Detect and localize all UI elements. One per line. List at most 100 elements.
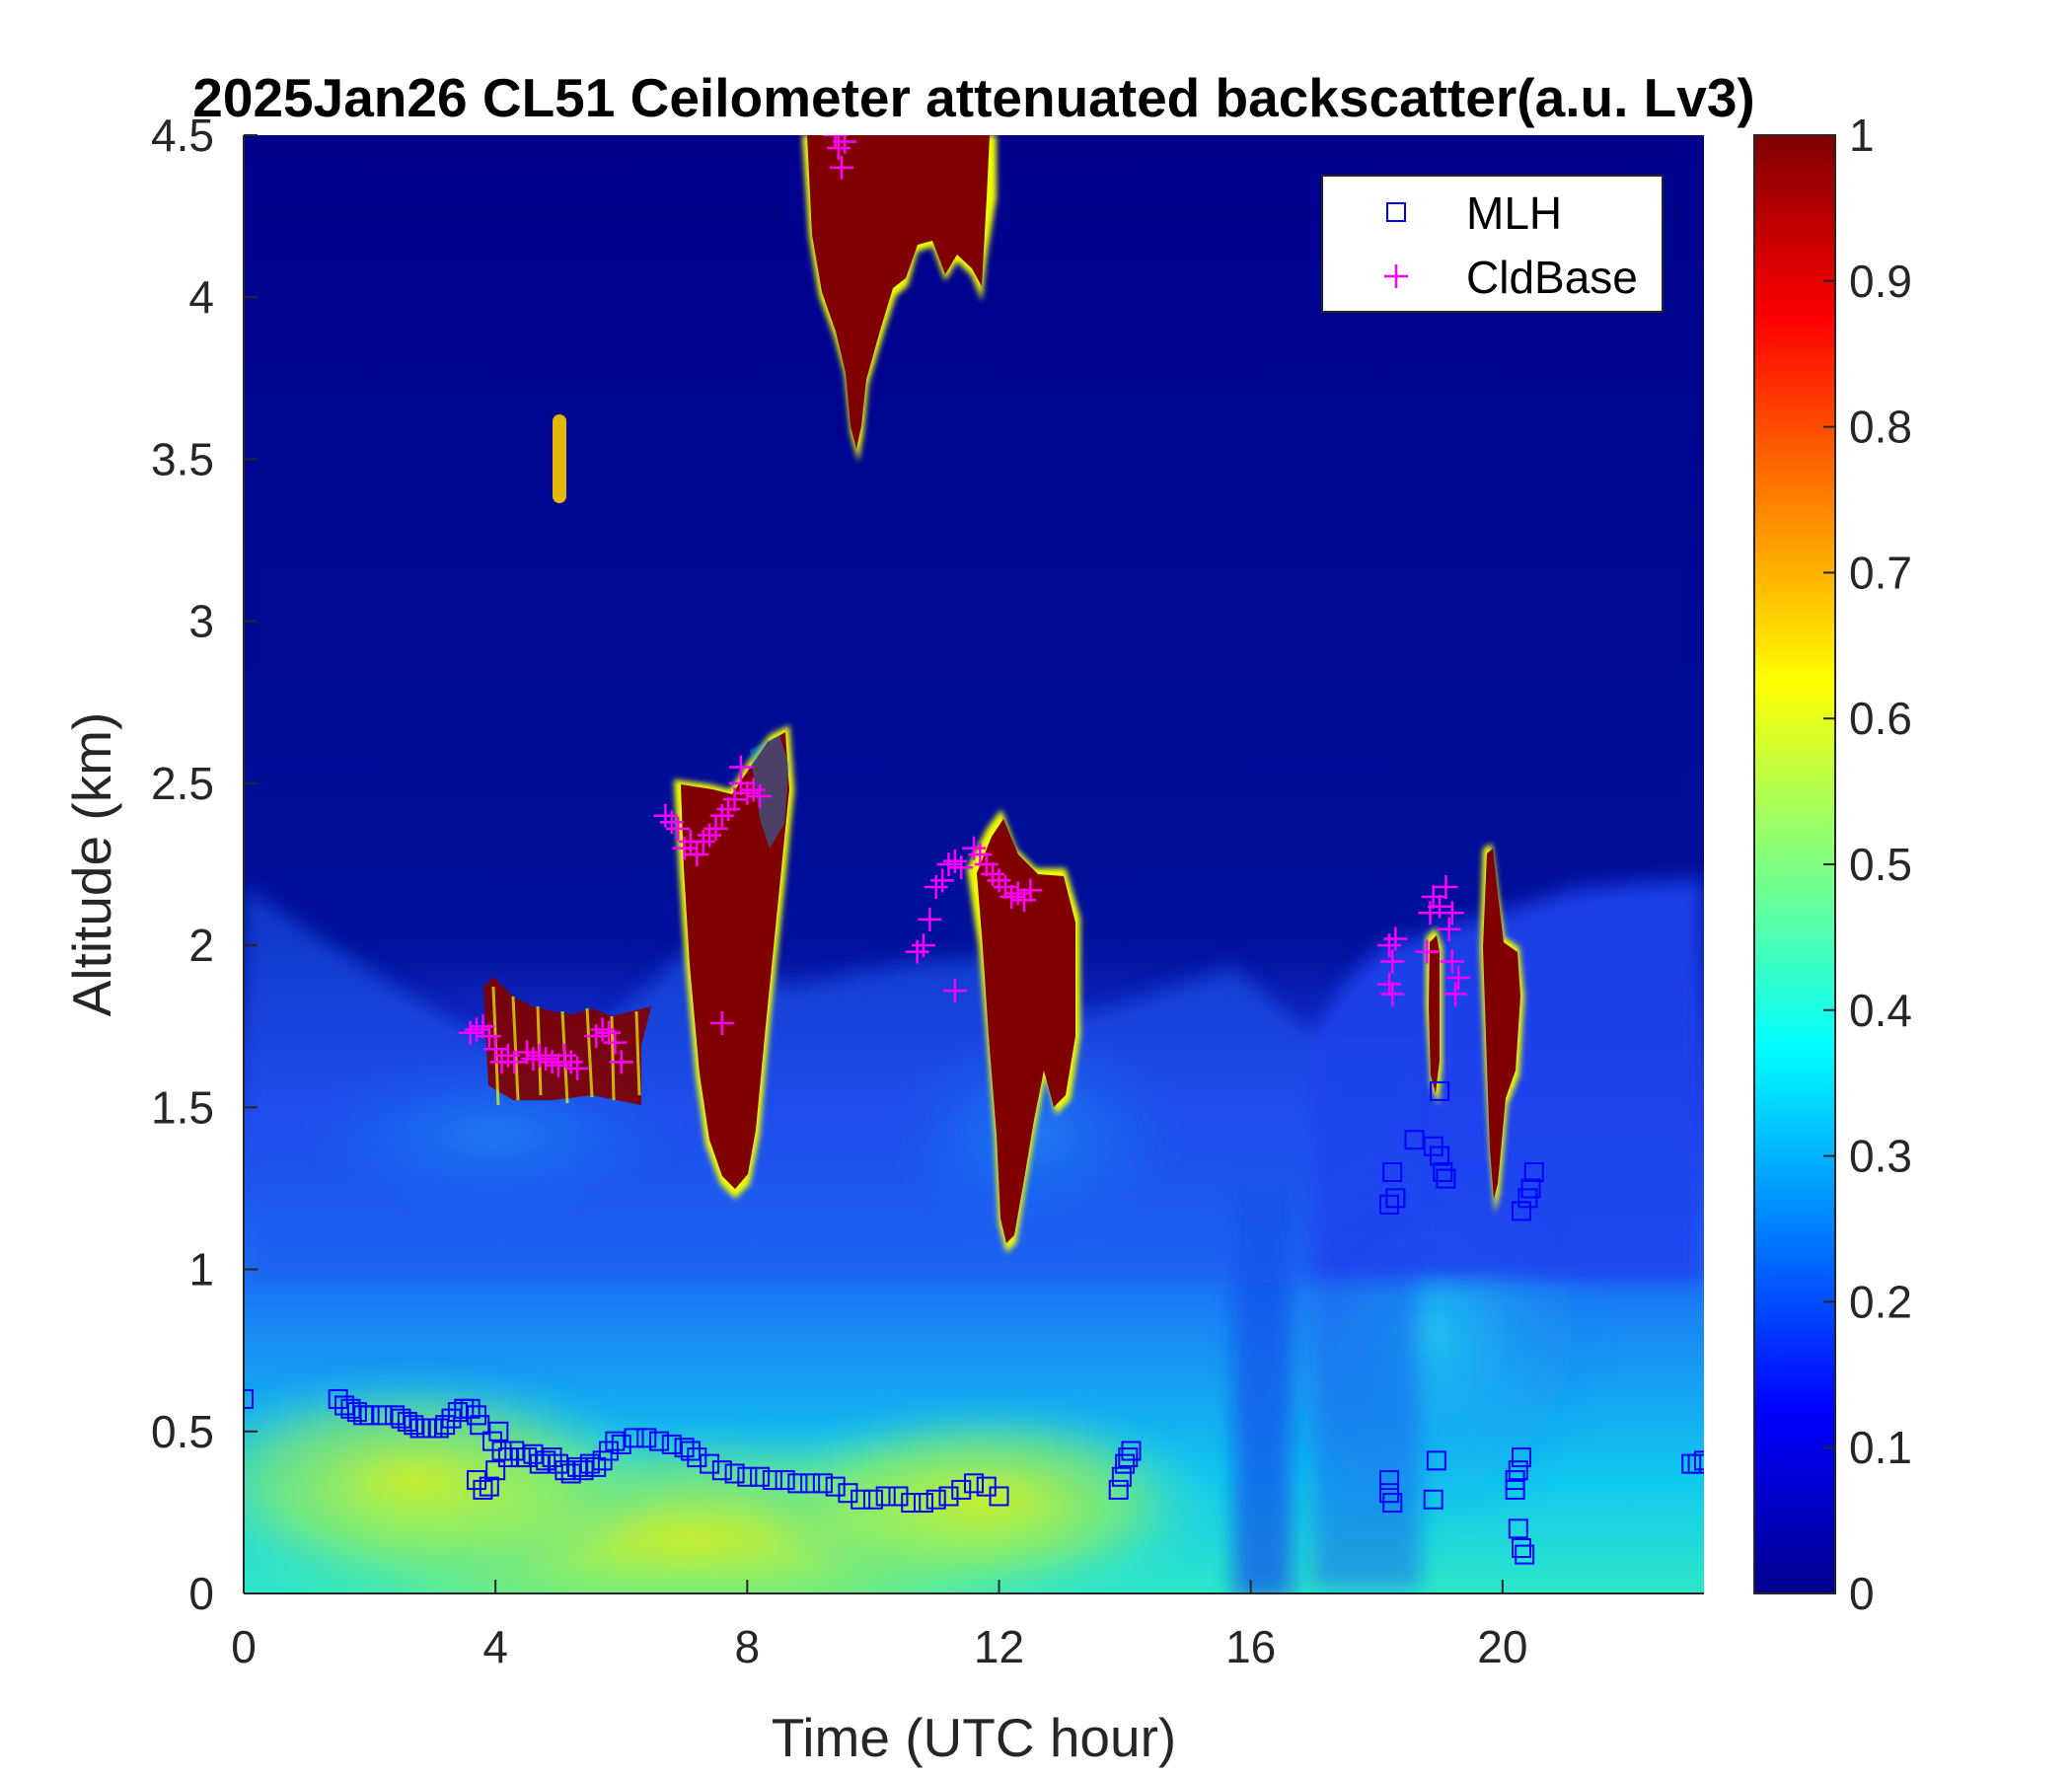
cldbase-marker xyxy=(698,823,722,848)
mlh-marker xyxy=(346,1402,367,1423)
cldbase-marker xyxy=(1377,972,1402,997)
mlh-marker xyxy=(838,1483,858,1504)
cldbase-marker xyxy=(527,1043,552,1068)
y-ticks: 0 0.5 1 1.5 2 2.5 3 3.5 4 4.5 xyxy=(151,110,258,1619)
mlh-marker xyxy=(359,1405,380,1426)
colorbar-tick-label: 0.3 xyxy=(1849,1131,1912,1182)
cldbase-marker xyxy=(741,777,766,802)
colorbar-tick-label: 0.7 xyxy=(1849,547,1912,598)
mlh-marker xyxy=(888,1486,909,1507)
cldbase-marker xyxy=(1383,926,1408,951)
cldbase-marker xyxy=(833,135,857,154)
mlh-marker xyxy=(661,1434,682,1454)
aerosol-blob xyxy=(553,414,566,503)
mlh-marker xyxy=(605,1431,626,1451)
mlh-marker xyxy=(1108,1479,1129,1500)
colorbar-tick-label: 0.5 xyxy=(1849,839,1912,890)
mlh-marker xyxy=(624,1428,644,1448)
cldbase-marker xyxy=(672,836,697,860)
mlh-marker xyxy=(913,1493,933,1514)
mlh-marker xyxy=(951,1479,972,1500)
cldbase-marker xyxy=(609,1050,633,1074)
mlh-marker xyxy=(938,1486,959,1507)
colorbar-gradient xyxy=(1753,134,1836,1594)
mlh-marker xyxy=(901,1493,922,1514)
cldbase-marker xyxy=(930,868,955,893)
legend-cldbase-marker xyxy=(1384,264,1408,288)
mlh-marker xyxy=(787,1473,808,1494)
cldbase-marker xyxy=(826,136,851,161)
cldbase-marker xyxy=(1005,881,1030,906)
mlh-marker xyxy=(989,1486,1009,1507)
mlh-marker xyxy=(750,1466,771,1487)
cldbase-marker xyxy=(709,803,734,828)
colorbar-tick-label: 0.8 xyxy=(1849,402,1912,453)
mlh-marker xyxy=(1512,1447,1531,1468)
cldbase-series xyxy=(458,135,1471,1080)
cldbase-marker xyxy=(735,780,760,805)
cldbase-marker xyxy=(981,861,1005,886)
cldbase-marker xyxy=(603,1030,628,1055)
mlh-marker xyxy=(1687,1453,1704,1474)
cldbase-marker xyxy=(597,1020,621,1045)
y-tick-label: 2.5 xyxy=(151,758,214,809)
mlh-marker xyxy=(504,1441,525,1461)
mlh-marker xyxy=(1520,1178,1541,1199)
cldbase-marker xyxy=(546,1053,570,1077)
cldbase-marker xyxy=(502,1050,527,1074)
mlh-marker xyxy=(470,1415,490,1436)
y-tick-label: 3.5 xyxy=(151,433,214,484)
x-ticks: 0 4 8 12 16 20 xyxy=(231,1580,1527,1672)
y-tick-label: 1.5 xyxy=(151,1081,214,1133)
cldbase-marker xyxy=(1443,982,1468,1006)
cldbase-marker xyxy=(728,755,753,779)
mlh-marker xyxy=(1436,1168,1456,1189)
y-tick-label: 2 xyxy=(188,920,214,971)
cldbase-marker xyxy=(653,803,678,828)
mlh-marker xyxy=(700,1453,720,1474)
cldbase-marker xyxy=(515,1040,540,1065)
mlh-marker xyxy=(1512,1201,1531,1221)
mlh-marker xyxy=(385,1405,406,1426)
mlh-marker xyxy=(479,1476,499,1497)
cldbase-marker xyxy=(918,907,942,931)
mlh-marker xyxy=(1404,1130,1425,1150)
mlh-marker xyxy=(579,1453,600,1474)
mlh-marker xyxy=(775,1470,795,1491)
mlh-marker xyxy=(800,1473,821,1494)
cldbase-marker xyxy=(465,1017,489,1042)
cldbase-marker xyxy=(1380,949,1405,974)
mlh-marker xyxy=(1121,1441,1142,1461)
mlh-marker xyxy=(404,1415,424,1436)
heatmap-field xyxy=(244,135,1704,1593)
mlh-marker xyxy=(586,1456,607,1477)
cldbase-marker xyxy=(905,939,929,964)
cldbase-marker xyxy=(685,843,709,867)
mlh-marker xyxy=(447,1402,468,1423)
x-axis-label: Time (UTC hour) xyxy=(772,1707,1177,1768)
mlh-marker xyxy=(536,1450,556,1471)
mlh-marker xyxy=(1694,1450,1704,1471)
mlh-marker xyxy=(391,1408,411,1429)
y-tick-label: 0 xyxy=(188,1568,214,1619)
y-tick-label: 4.5 xyxy=(151,110,214,161)
mlh-marker xyxy=(1111,1466,1132,1487)
mlh-marker xyxy=(737,1466,758,1487)
colorbar-tick-label: 0 xyxy=(1849,1568,1875,1619)
cldbase-marker xyxy=(993,874,1017,899)
mlh-marker xyxy=(636,1428,657,1448)
mlh-marker xyxy=(517,1447,538,1468)
mlh-marker xyxy=(687,1447,707,1468)
mlh-marker xyxy=(875,1486,896,1507)
y-tick-label: 0.5 xyxy=(151,1406,214,1457)
y-tick-label: 3 xyxy=(188,596,214,647)
mlh-marker xyxy=(1508,1518,1528,1539)
mlh-marker xyxy=(473,1479,493,1500)
cldbase-marker xyxy=(590,1017,615,1042)
cldbase-marker xyxy=(1428,894,1452,919)
x-tick-label: 8 xyxy=(735,1621,761,1672)
cloud-high xyxy=(802,135,997,462)
mlh-marker xyxy=(649,1431,670,1451)
legend-box xyxy=(1321,175,1664,313)
